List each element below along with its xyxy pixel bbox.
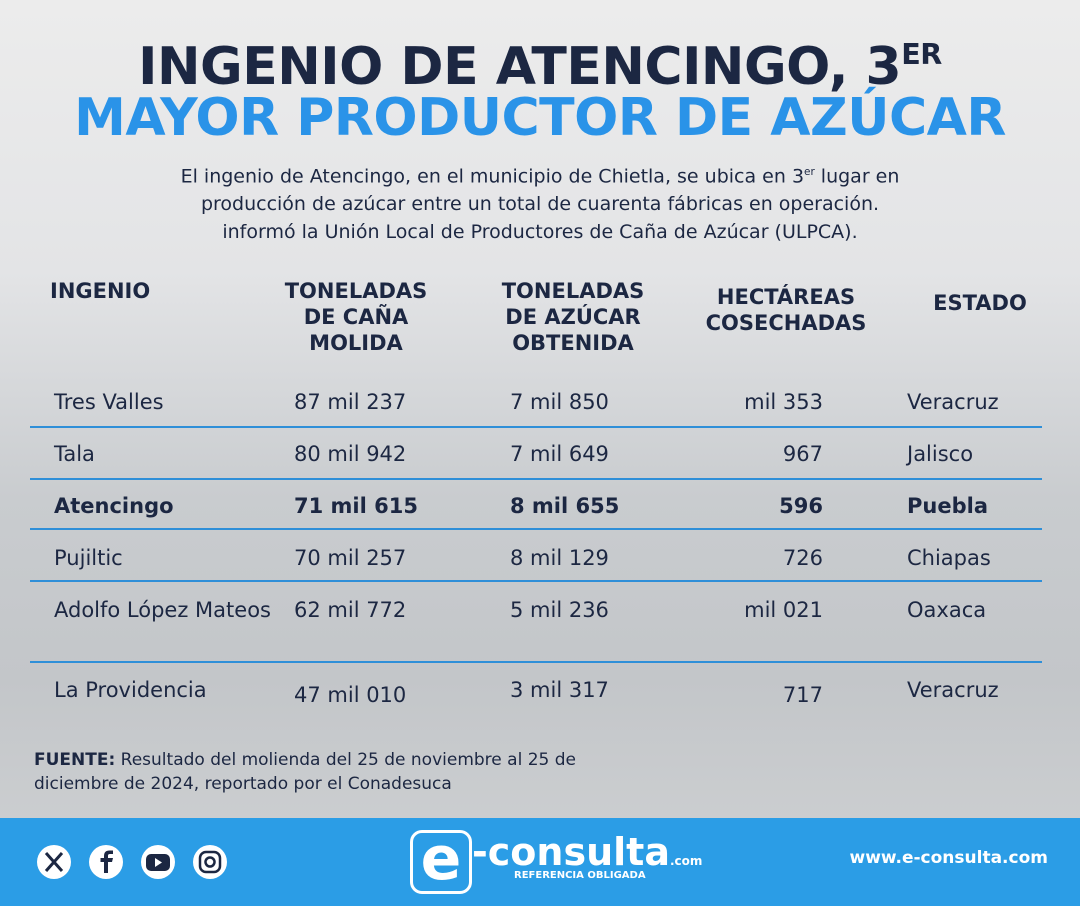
table-cell: Veracruz xyxy=(907,390,999,414)
table-cell: 71 mil 615 xyxy=(294,494,418,518)
logo-tld: .com xyxy=(669,854,703,868)
instagram-icon[interactable] xyxy=(193,845,227,879)
table-cell: Tala xyxy=(54,442,95,466)
logo-name: -consulta.com xyxy=(472,832,702,881)
table-cell: Puebla xyxy=(907,494,988,518)
logo-mark: e xyxy=(410,829,472,894)
intro-line: producción de azúcar entre un total de c… xyxy=(200,193,880,216)
source-text: Resultado del molienda del 25 de noviemb… xyxy=(34,750,576,794)
table-cell: Veracruz xyxy=(907,678,999,702)
intro: El ingenio de Atencingo, en el municipio… xyxy=(0,158,1080,246)
instagram-glyph xyxy=(198,850,222,874)
table-cell: 70 mil 257 xyxy=(294,546,407,570)
row-divider xyxy=(30,478,1042,480)
table-cell: La Providencia xyxy=(54,678,207,702)
title-sup: ER xyxy=(901,37,942,71)
intro-line: informó la Unión Local de Productores de… xyxy=(222,221,858,244)
table-cell: 726 xyxy=(782,546,823,570)
table-cell: 62 mil 772 xyxy=(294,598,407,622)
table-cell: 8 mil 129 xyxy=(510,546,609,570)
table-cell: 47 mil 010 xyxy=(294,683,407,707)
title: INGENIO DE ATENCINGO, 3ER xyxy=(0,40,1080,93)
row-divider xyxy=(30,528,1042,530)
row-divider xyxy=(30,661,1042,663)
footer: e -consulta.com REFERENCIA OBLIGADA www.… xyxy=(0,818,1080,906)
table-cell: Chiapas xyxy=(907,546,991,570)
youtube-play xyxy=(155,858,162,867)
column-header: TONELADAS DE CAÑA MOLIDA xyxy=(284,279,428,355)
url[interactable]: www.e-consulta.com xyxy=(849,848,1048,868)
table-cell: 80 mil 942 xyxy=(294,442,407,466)
table-cell: mil 353 xyxy=(744,390,823,414)
table-cell: 967 xyxy=(782,442,823,466)
row-divider xyxy=(30,426,1042,428)
intro-text: El ingenio de Atencingo, en el municipio… xyxy=(180,165,805,188)
table-cell: Tres Valles xyxy=(54,390,164,414)
logo-text: -consulta xyxy=(472,830,670,874)
table-cell: Adolfo López Mateos xyxy=(54,598,271,622)
table-cell: 717 xyxy=(782,683,823,707)
intro-line: El ingenio de Atencingo, en el municipio… xyxy=(0,158,1080,190)
table-cell: 8 mil 655 xyxy=(510,494,620,518)
intro-sup: er xyxy=(804,166,815,178)
table-cell: Oaxaca xyxy=(907,598,987,622)
facebook-glyph xyxy=(100,850,113,873)
title-text: INGENIO DE ATENCINGO, 3 xyxy=(138,37,902,98)
table-cell: 596 xyxy=(779,494,823,518)
source: FUENTE: Resultado del molienda del 25 de… xyxy=(34,748,614,796)
table-cell: 7 mil 649 xyxy=(510,442,609,466)
table-cell: 5 mil 236 xyxy=(510,598,609,622)
table-cell: 7 mil 850 xyxy=(510,390,609,414)
column-header: HECTÁREAS COSECHADAS xyxy=(705,285,867,335)
column-header: INGENIO xyxy=(50,279,151,303)
tagline: REFERENCIA OBLIGADA xyxy=(514,870,646,881)
instagram-lens xyxy=(204,856,216,868)
source-label: FUENTE: xyxy=(34,750,116,770)
column-header: TONELADAS DE AZÚCAR OBTENIDA xyxy=(501,279,645,355)
table-cell: Pujiltic xyxy=(54,546,123,570)
table-cell: Jalisco xyxy=(907,442,974,466)
table-cell: Atencingo xyxy=(54,494,174,518)
table-cell: 87 mil 237 xyxy=(294,390,407,414)
intro-text: lugar en xyxy=(814,165,900,188)
subtitle: MAYOR PRODUCTOR DE AZÚCAR xyxy=(74,88,1006,148)
table-cell: mil 021 xyxy=(744,598,823,622)
table-cell: 3 mil 317 xyxy=(510,678,609,702)
column-header: ESTADO xyxy=(933,291,1027,315)
social-icons xyxy=(37,845,227,879)
x-glyph xyxy=(44,852,64,872)
row-divider xyxy=(30,580,1042,582)
